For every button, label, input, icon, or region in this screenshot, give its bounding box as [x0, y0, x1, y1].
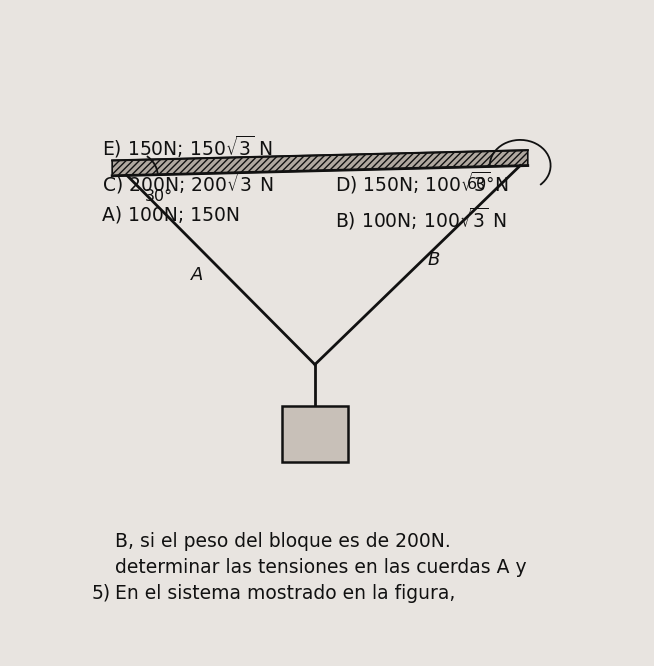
Text: B) 100N; 100$\sqrt{3}$ N: B) 100N; 100$\sqrt{3}$ N — [336, 206, 507, 232]
Text: D) 150N; 100$\sqrt{3}$ N: D) 150N; 100$\sqrt{3}$ N — [336, 170, 509, 196]
Text: determinar las tensiones en las cuerdas A y: determinar las tensiones en las cuerdas … — [114, 558, 526, 577]
Text: B, si el peso del bloque es de 200N.: B, si el peso del bloque es de 200N. — [114, 532, 451, 551]
Text: C) 200N; 200$\sqrt{3}$ N: C) 200N; 200$\sqrt{3}$ N — [102, 170, 274, 196]
Polygon shape — [112, 150, 528, 176]
Text: A: A — [191, 266, 203, 284]
Text: En el sistema mostrado en la figura,: En el sistema mostrado en la figura, — [114, 583, 455, 603]
Polygon shape — [282, 406, 348, 462]
Text: B: B — [428, 251, 440, 269]
Text: E) 150N; 150$\sqrt{3}$ N: E) 150N; 150$\sqrt{3}$ N — [102, 134, 273, 160]
Text: 5): 5) — [92, 583, 111, 603]
Text: 60°: 60° — [467, 177, 495, 192]
Text: A) 100N; 150N: A) 100N; 150N — [102, 206, 240, 224]
Text: 30°: 30° — [145, 188, 173, 204]
